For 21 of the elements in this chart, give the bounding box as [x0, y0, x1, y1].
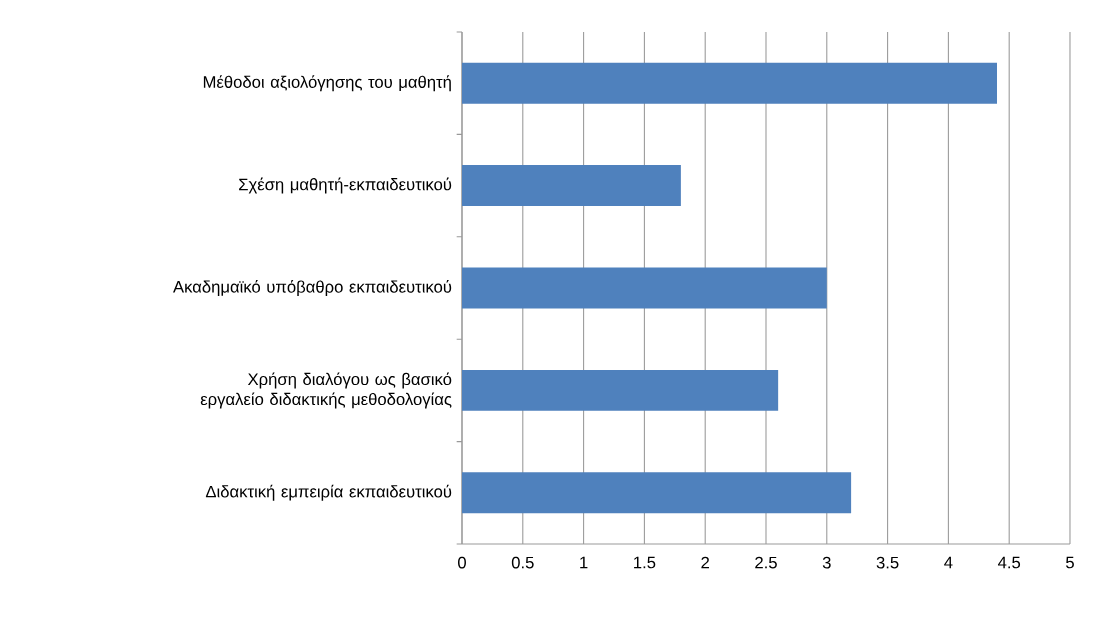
bar [462, 62, 998, 104]
x-tick-label: 4 [944, 556, 953, 569]
bar [462, 369, 779, 411]
x-tick-label: 2.5 [755, 556, 777, 569]
x-tick-label: 4.5 [997, 556, 1021, 569]
x-tick-label: 5 [1066, 556, 1074, 569]
y-tick-label: Διδακτική εμπειρία εκπαιδευτικού [205, 484, 452, 501]
x-tick-label: 0.5 [511, 556, 534, 569]
bar [462, 267, 827, 309]
x-tick-label: 1 [580, 556, 588, 569]
bar [462, 472, 852, 514]
y-tick-label: Μέθοδοι αξιολόγησης του μαθητή [203, 75, 451, 92]
x-tick-label: 2 [701, 556, 709, 569]
y-tick-label: Σχέση μαθητή-εκπαιδευτικού [239, 177, 452, 194]
y-tick-label: Χρήση διαλόγου ως βασικό εργαλείο διδακτικής μεθοδολογίας [200, 372, 452, 409]
y-tick-label: Ακαδημαϊκό υπόβαθρο εκπαιδευτικού [173, 280, 452, 296]
x-tick-label: 0 [458, 556, 466, 569]
x-tick-label: 1.5 [634, 556, 656, 569]
x-tick-label: 3.5 [876, 556, 899, 569]
bar [462, 165, 681, 207]
x-tick-label: 3 [822, 556, 831, 569]
